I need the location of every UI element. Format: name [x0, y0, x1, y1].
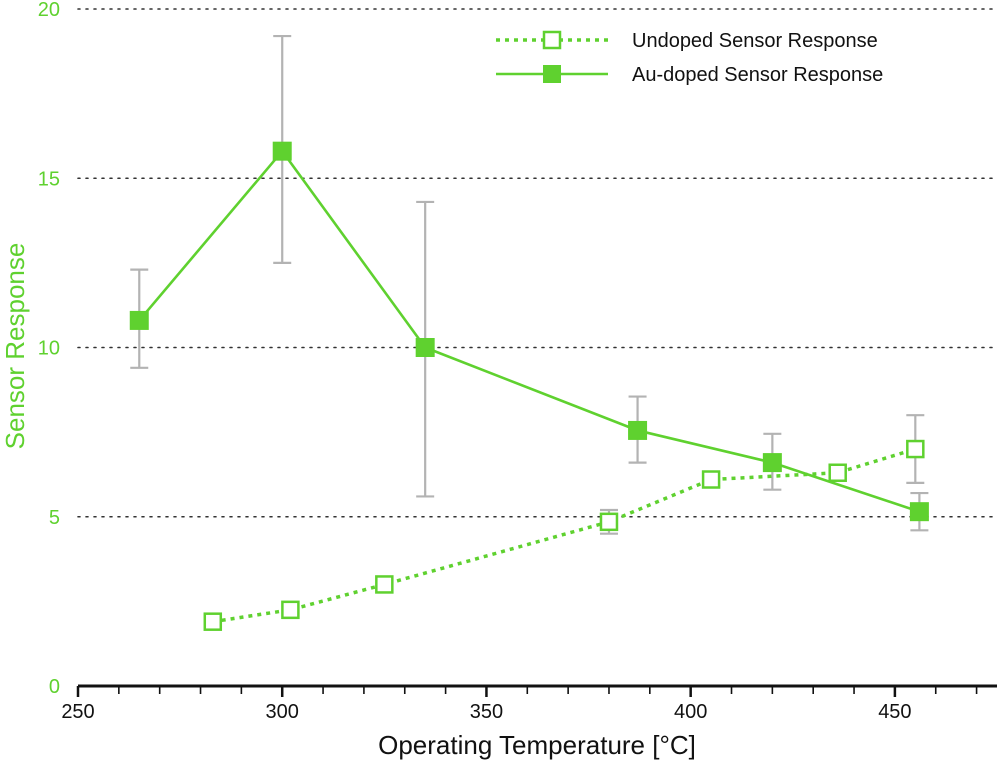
point-undoped-3 — [599, 512, 619, 532]
series-lines — [138, 149, 920, 624]
x-tick-label-450: 450 — [878, 701, 911, 723]
point-undoped-1 — [281, 600, 300, 620]
point-au-doped-4 — [762, 453, 782, 473]
point-undoped-4 — [701, 470, 721, 489]
legend-marker-au-doped — [543, 65, 561, 83]
y-tick-label-5: 5 — [49, 507, 60, 529]
y-tick-label-0: 0 — [49, 676, 60, 698]
x-tick-label-250: 250 — [61, 701, 94, 723]
gridlines — [77, 8, 998, 518]
legend-label-undoped: Undoped Sensor Response — [632, 30, 878, 52]
point-undoped-0 — [203, 612, 223, 631]
legend-label-au-doped: Au-doped Sensor Response — [632, 64, 883, 86]
point-undoped-2 — [375, 575, 394, 594]
x-tick-label-300: 300 — [266, 701, 299, 723]
legend: Undoped Sensor Response Au-doped Sensor … — [496, 30, 883, 86]
series-line-au-doped — [138, 149, 920, 513]
x-axis-title: Operating Temperature [°C] — [378, 730, 696, 760]
point-au-doped-0 — [129, 310, 149, 330]
point-undoped-6 — [906, 439, 925, 459]
legend-marker-undoped — [542, 30, 562, 50]
y-tick-label-15: 15 — [38, 168, 60, 190]
y-tick-labels: 0 5 10 15 20 — [38, 0, 60, 698]
point-au-doped-5 — [909, 502, 929, 522]
series-markers — [129, 141, 929, 631]
x-tick-label-350: 350 — [470, 701, 503, 723]
point-au-doped-1 — [272, 141, 292, 161]
point-undoped-5 — [828, 463, 847, 482]
point-au-doped-3 — [628, 420, 648, 440]
y-tick-label-10: 10 — [38, 338, 60, 360]
x-tick-labels: 250 300 350 400 450 — [61, 701, 911, 723]
y-tick-label-20: 20 — [38, 0, 60, 21]
y-axis-title: Sensor Response — [0, 243, 30, 450]
axes — [76, 684, 997, 697]
x-tick-label-400: 400 — [674, 701, 707, 723]
point-au-doped-2 — [415, 338, 435, 357]
error-bars — [130, 34, 929, 535]
